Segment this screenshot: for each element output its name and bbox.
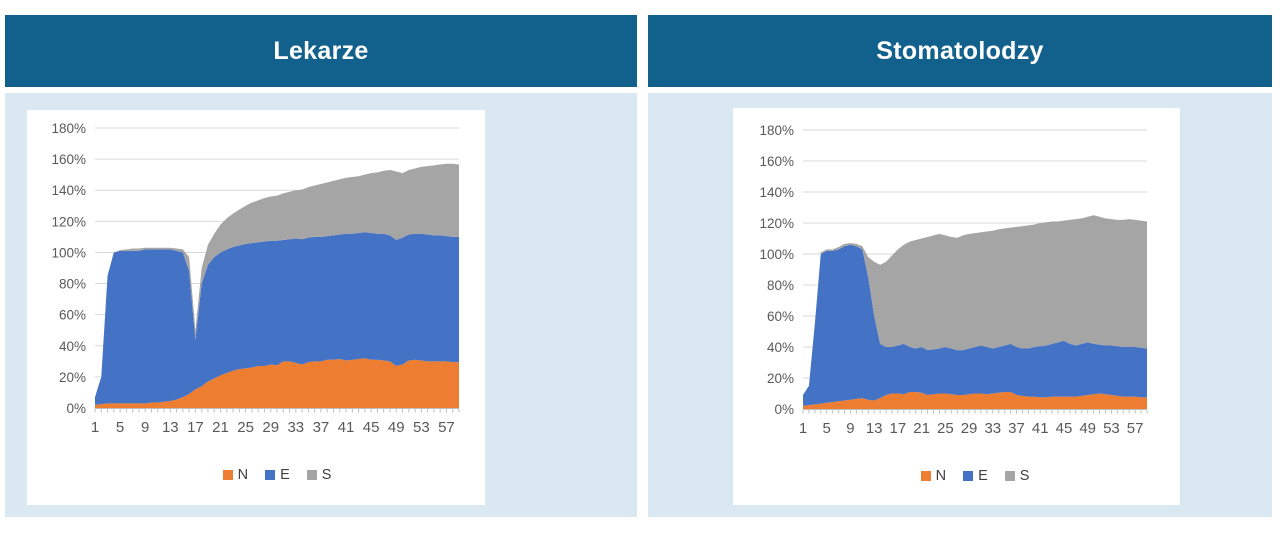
svg-text:41: 41 bbox=[1032, 420, 1049, 437]
legend-swatch-N bbox=[222, 470, 233, 480]
area-chart-lekarze: 0% 20% 40% 60% 80% 100% 120% 140% 160% 180% 1 5 9 13 1… bbox=[51, 121, 460, 436]
svg-text:53: 53 bbox=[1103, 420, 1120, 437]
svg-text:33: 33 bbox=[984, 420, 1001, 437]
panel-body-lekarze: 0% 20% 40% 60% 80% 100% 120% 140% 160% 180% 1 5 9 13 1… bbox=[5, 93, 637, 517]
svg-text:120%: 120% bbox=[51, 214, 86, 229]
svg-text:60%: 60% bbox=[59, 308, 86, 323]
panel-title-stomatolodzy: Stomatolodzy bbox=[876, 36, 1044, 65]
svg-text:25: 25 bbox=[237, 419, 254, 436]
panel-lekarze: Lekarze 0% 20% 40% 60% 80% 100% 120% 140% 160% 18… bbox=[5, 15, 637, 517]
legend-item-S: S bbox=[1004, 468, 1030, 484]
svg-text:40%: 40% bbox=[59, 339, 86, 354]
svg-text:17: 17 bbox=[187, 419, 204, 436]
svg-text:57: 57 bbox=[1127, 420, 1144, 437]
svg-text:49: 49 bbox=[1079, 420, 1096, 437]
chart-lekarze: 0% 20% 40% 60% 80% 100% 120% 140% 160% 180% 1 5 9 13 1… bbox=[27, 110, 485, 505]
svg-text:41: 41 bbox=[338, 419, 355, 436]
panel-body-stomatolodzy: 0% 20% 40% 60% 80% 100% 120% 140% 160% 180% 1 5 9 13 1… bbox=[648, 93, 1272, 517]
svg-text:45: 45 bbox=[363, 419, 380, 436]
svg-text:60%: 60% bbox=[767, 309, 794, 324]
panel-stomatolodzy: Stomatolodzy 0% 20% 40% 60% 80% 100% 120% 140% 1… bbox=[648, 15, 1272, 517]
svg-text:21: 21 bbox=[913, 420, 930, 437]
svg-text:45: 45 bbox=[1056, 420, 1073, 437]
legend-label-N: N bbox=[237, 467, 249, 483]
svg-text:180%: 180% bbox=[759, 123, 794, 138]
svg-text:9: 9 bbox=[141, 419, 149, 436]
svg-text:29: 29 bbox=[961, 420, 978, 437]
svg-text:29: 29 bbox=[262, 419, 279, 436]
svg-text:5: 5 bbox=[823, 420, 831, 437]
panel-header-stomatolodzy: Stomatolodzy bbox=[648, 15, 1272, 87]
svg-text:0%: 0% bbox=[66, 401, 86, 416]
svg-text:17: 17 bbox=[890, 420, 907, 437]
svg-text:37: 37 bbox=[313, 419, 330, 436]
svg-text:100%: 100% bbox=[51, 245, 86, 260]
svg-text:9: 9 bbox=[846, 420, 854, 437]
legend-label-E: E bbox=[280, 467, 290, 483]
svg-text:1: 1 bbox=[91, 419, 99, 436]
svg-text:57: 57 bbox=[438, 419, 455, 436]
legend-swatch-N bbox=[920, 471, 931, 481]
legend-item-E: E bbox=[265, 467, 290, 483]
svg-text:13: 13 bbox=[866, 420, 883, 437]
svg-text:160%: 160% bbox=[759, 154, 794, 169]
legend-item-S: S bbox=[306, 467, 332, 483]
svg-text:80%: 80% bbox=[59, 277, 86, 292]
legend-swatch-E bbox=[963, 471, 974, 481]
panel-title-lekarze: Lekarze bbox=[273, 36, 369, 65]
svg-text:100%: 100% bbox=[759, 247, 794, 262]
svg-text:37: 37 bbox=[1008, 420, 1025, 437]
svg-text:20%: 20% bbox=[767, 371, 794, 386]
svg-text:33: 33 bbox=[287, 419, 304, 436]
svg-text:120%: 120% bbox=[759, 216, 794, 231]
legend-item-N: N bbox=[222, 467, 249, 483]
legend-label-E: E bbox=[978, 468, 988, 484]
svg-text:160%: 160% bbox=[51, 152, 86, 167]
legend-swatch-S bbox=[306, 470, 317, 480]
svg-text:53: 53 bbox=[413, 419, 430, 436]
area-chart-stomatolodzy: 0% 20% 40% 60% 80% 100% 120% 140% 160% 180% 1 5 9 13 1… bbox=[759, 123, 1148, 437]
legend-swatch-E bbox=[265, 470, 276, 480]
svg-text:0%: 0% bbox=[774, 402, 794, 417]
svg-text:25: 25 bbox=[937, 420, 954, 437]
svg-text:1: 1 bbox=[799, 420, 807, 437]
legend-label-S: S bbox=[321, 467, 332, 483]
legend-label-N: N bbox=[935, 468, 947, 484]
svg-text:40%: 40% bbox=[767, 340, 794, 355]
legend-swatch-S bbox=[1004, 471, 1015, 481]
legend-item-E: E bbox=[963, 468, 988, 484]
svg-text:21: 21 bbox=[212, 419, 229, 436]
svg-text:140%: 140% bbox=[51, 183, 86, 198]
svg-text:5: 5 bbox=[116, 419, 124, 436]
svg-text:140%: 140% bbox=[759, 185, 794, 200]
legend-item-N: N bbox=[920, 468, 947, 484]
svg-text:13: 13 bbox=[162, 419, 179, 436]
panel-header-lekarze: Lekarze bbox=[5, 15, 637, 87]
chart-stomatolodzy: 0% 20% 40% 60% 80% 100% 120% 140% 160% 180% 1 5 9 13 1… bbox=[733, 108, 1180, 505]
svg-text:49: 49 bbox=[388, 419, 405, 436]
svg-text:80%: 80% bbox=[767, 278, 794, 293]
svg-text:180%: 180% bbox=[51, 121, 86, 136]
svg-text:20%: 20% bbox=[59, 370, 86, 385]
legend-label-S: S bbox=[1019, 468, 1030, 484]
